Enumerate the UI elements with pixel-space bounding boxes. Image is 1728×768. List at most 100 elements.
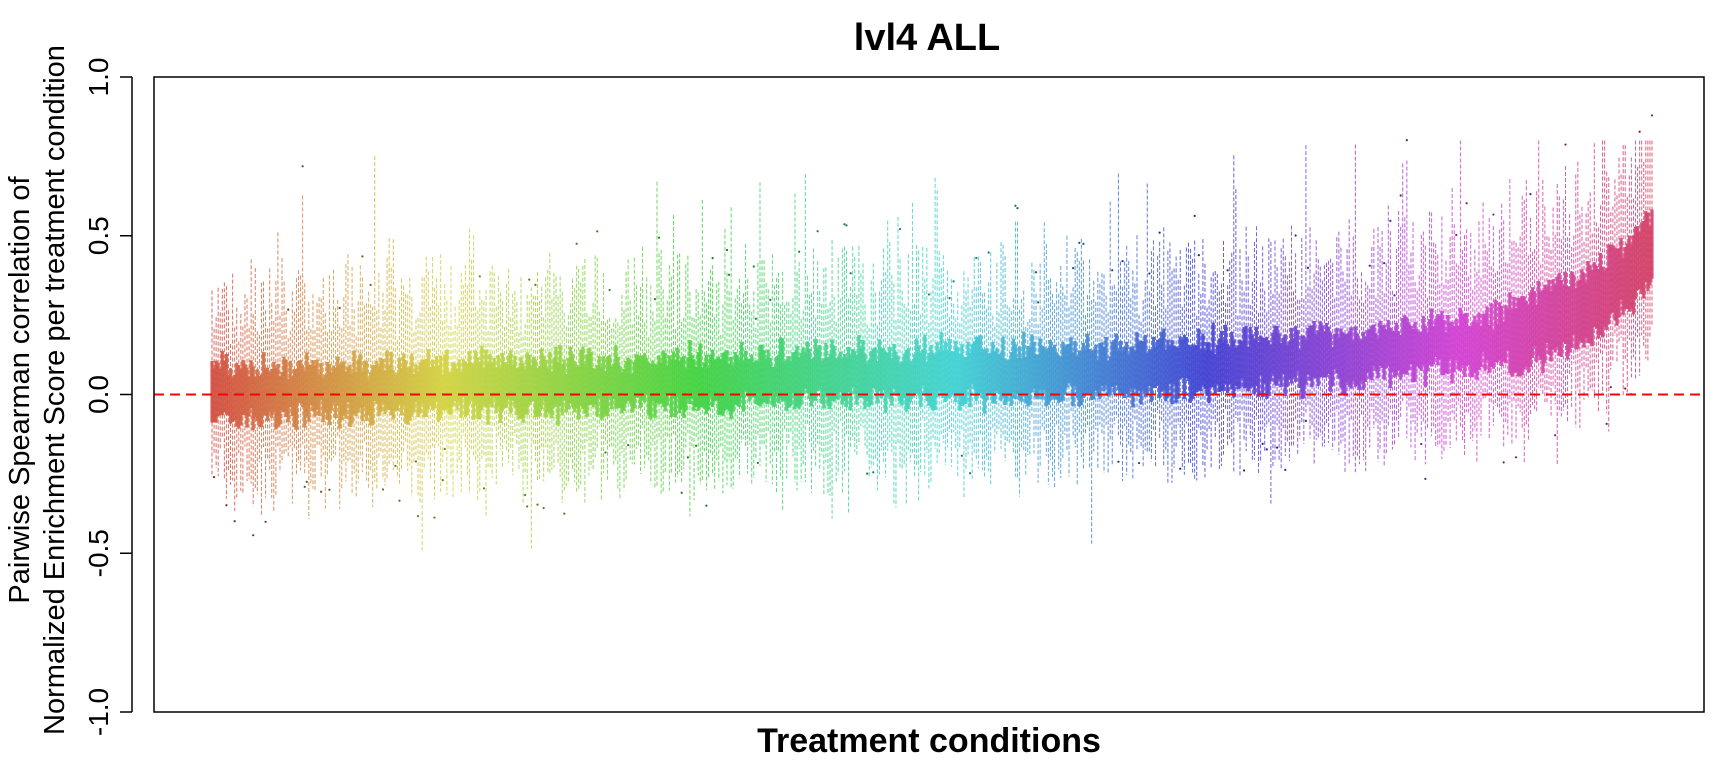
box-iqr <box>1052 344 1057 400</box>
box-iqr <box>1419 331 1423 371</box>
box-plot-condition <box>1141 300 1145 468</box>
box-plot-condition <box>422 277 426 470</box>
box-iqr <box>612 363 616 400</box>
box-iqr <box>1250 334 1254 387</box>
outlier-point <box>536 503 539 506</box>
box-iqr <box>263 367 268 416</box>
box-iqr <box>1644 211 1648 282</box>
box-iqr <box>371 364 375 426</box>
box-plot-condition <box>902 304 906 465</box>
box-iqr <box>1462 313 1467 377</box>
box-plot-condition <box>410 297 414 497</box>
box-iqr <box>1228 346 1232 384</box>
box-plot-condition <box>366 291 371 490</box>
box-plot-condition <box>226 310 231 473</box>
outlier-point <box>725 248 729 252</box>
box-plot-condition <box>1254 226 1259 420</box>
box-iqr <box>865 363 869 402</box>
box-iqr <box>1471 321 1475 377</box>
box-plot-condition <box>750 311 754 485</box>
box-plot-condition <box>1541 179 1545 395</box>
outlier-point <box>1383 262 1386 265</box>
box-plot-condition <box>294 278 299 474</box>
box-plot-condition <box>1545 236 1549 403</box>
box-iqr <box>1458 307 1463 372</box>
box-iqr <box>319 362 323 400</box>
box-iqr <box>1337 337 1341 379</box>
box-iqr <box>787 356 791 408</box>
box-plot-condition <box>321 278 325 456</box>
box-iqr <box>290 376 294 417</box>
box-iqr <box>581 346 585 410</box>
box-iqr <box>1364 336 1368 382</box>
box-iqr <box>1085 333 1090 394</box>
box-iqr <box>1514 308 1518 373</box>
box-plot-condition <box>1586 201 1590 399</box>
box-plot-condition <box>550 299 554 470</box>
box-iqr <box>645 358 649 395</box>
box-iqr <box>1592 262 1596 327</box>
box-plot-condition <box>1191 258 1195 473</box>
outlier-point <box>948 297 951 300</box>
box-plot-condition <box>523 324 527 497</box>
outlier-point <box>1368 264 1371 267</box>
box-plot-condition <box>350 266 354 493</box>
box-plot-condition <box>1028 318 1032 455</box>
box-plot-condition <box>1421 231 1425 422</box>
box-iqr <box>908 361 912 403</box>
y-tick-label: -0.5 <box>83 529 114 577</box>
box-plot-condition <box>964 290 968 472</box>
box-iqr <box>1073 341 1077 387</box>
box-plot-condition <box>723 228 727 463</box>
box-iqr <box>531 356 535 401</box>
box-iqr <box>529 364 533 402</box>
outlier-point <box>754 317 757 320</box>
box-iqr <box>1042 346 1046 391</box>
box-plot-condition <box>834 322 838 482</box>
box-iqr <box>1625 243 1629 309</box>
box-plot-condition <box>1617 157 1621 344</box>
box-plot-condition <box>319 298 323 493</box>
box-plot-condition <box>1518 236 1522 412</box>
box-plot-condition <box>822 268 826 496</box>
box-plot-condition <box>1015 207 1020 480</box>
box-iqr <box>387 365 391 410</box>
box-iqr <box>476 357 480 419</box>
box-iqr <box>764 358 768 404</box>
box-iqr <box>902 354 906 399</box>
box-iqr <box>278 376 282 425</box>
outlier-point <box>657 236 661 239</box>
outlier-point <box>756 461 760 465</box>
box-iqr <box>546 368 550 413</box>
box-plot-condition <box>482 301 486 490</box>
box-iqr <box>286 378 290 423</box>
box-plot-condition <box>346 254 350 462</box>
box-plot-condition <box>904 307 908 506</box>
box-plot-condition <box>665 300 669 438</box>
box-plot-condition <box>399 278 404 470</box>
box-plot-condition <box>488 271 492 468</box>
box-plot-condition <box>325 332 329 477</box>
box-plot-condition <box>1228 261 1232 439</box>
box-plot-condition <box>1446 279 1450 424</box>
box-iqr <box>1631 235 1636 315</box>
box-iqr <box>1611 245 1615 313</box>
box-iqr <box>1427 318 1432 365</box>
box-iqr <box>711 349 715 407</box>
box-iqr <box>327 363 332 426</box>
box-plot-condition <box>1551 207 1555 388</box>
box-plot-condition <box>1160 284 1164 423</box>
plot-frame <box>153 76 1705 713</box>
box-plot-condition <box>1438 284 1442 446</box>
box-plot-condition <box>245 298 249 482</box>
box-iqr <box>1374 332 1378 372</box>
box-plot-condition <box>286 308 290 459</box>
box-iqr <box>999 352 1003 401</box>
outlier-point <box>369 283 372 287</box>
box-iqr <box>1528 292 1533 368</box>
box-iqr <box>1197 328 1201 391</box>
box-plot-condition <box>389 267 393 461</box>
box-iqr <box>632 361 636 409</box>
outlier-point <box>604 451 607 454</box>
box-iqr <box>1580 269 1584 343</box>
